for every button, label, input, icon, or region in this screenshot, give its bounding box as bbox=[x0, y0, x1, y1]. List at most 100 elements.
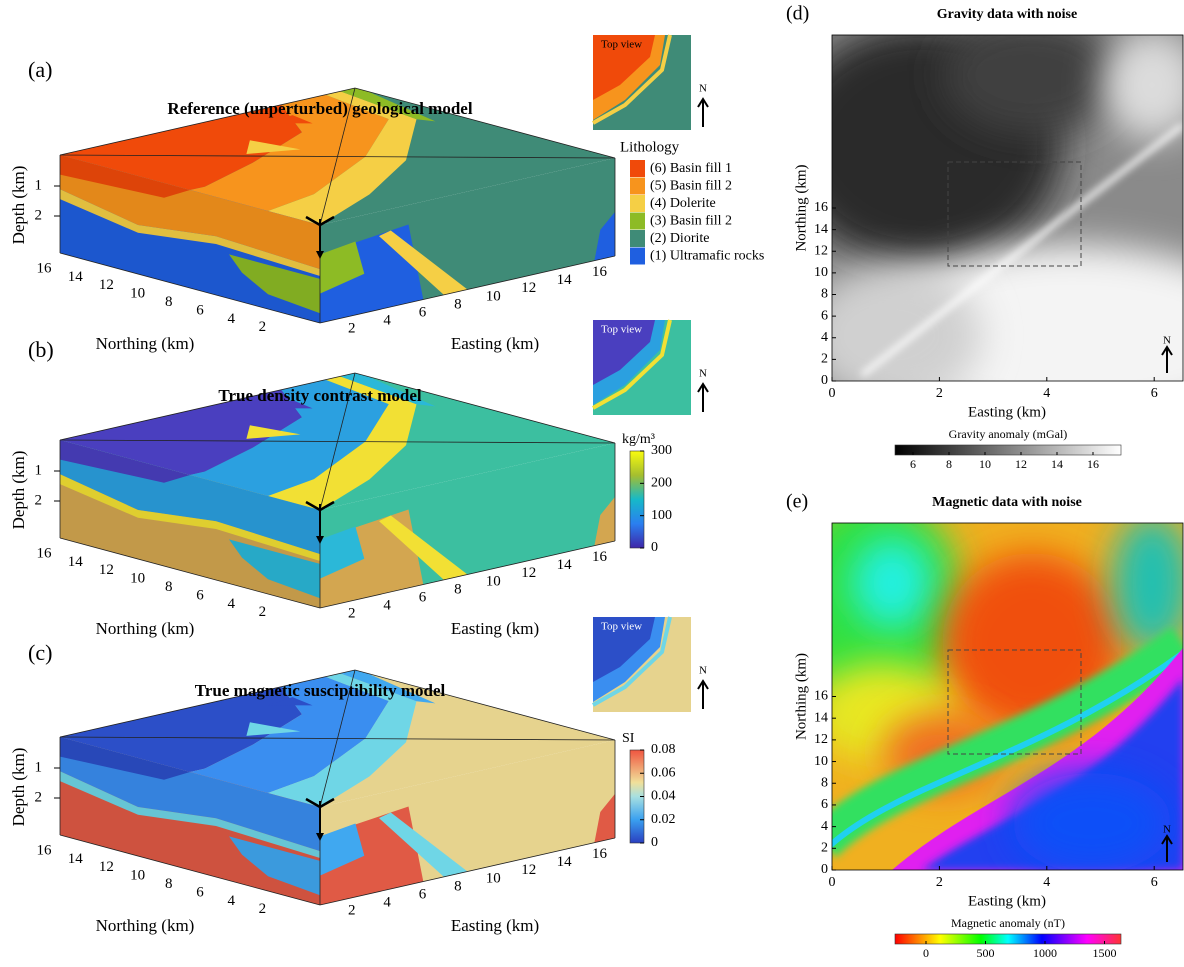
northing-tick-label: 10 bbox=[130, 286, 145, 302]
panel-title: True density contrast model bbox=[218, 386, 421, 405]
easting-label: Easting (km) bbox=[451, 916, 539, 935]
easting-tick-label: 16 bbox=[592, 264, 608, 280]
x-label: Easting (km) bbox=[968, 404, 1046, 420]
northing-label: Northing (km) bbox=[96, 334, 195, 353]
block-panel: (c)True magnetic susciptibility model12D… bbox=[9, 617, 708, 935]
x-tick-label: 6 bbox=[1151, 386, 1158, 401]
y-label: Northing (km) bbox=[793, 653, 809, 740]
easting-tick-label: 4 bbox=[383, 312, 391, 328]
y-tick-label: 12 bbox=[814, 243, 828, 258]
northing-tick-label: 8 bbox=[165, 294, 173, 310]
northing-tick-label: 12 bbox=[99, 562, 114, 578]
y-tick-label: 6 bbox=[821, 797, 828, 812]
y-tick-label: 16 bbox=[814, 200, 828, 215]
x-tick-label: 2 bbox=[936, 875, 943, 890]
northing-label: Northing (km) bbox=[96, 619, 195, 638]
colorbar-tick-label: 300 bbox=[651, 443, 672, 458]
colorbar-tick-label: 16 bbox=[1087, 457, 1099, 471]
colorbar-tick-label: 1000 bbox=[1033, 946, 1057, 960]
y-tick-label: 8 bbox=[821, 775, 828, 790]
northing-tick-label: 6 bbox=[196, 587, 204, 603]
y-tick-label: 4 bbox=[821, 819, 828, 834]
easting-tick-label: 14 bbox=[557, 854, 573, 870]
legend-label: (3) Basin fill 2 bbox=[650, 214, 732, 229]
northing-tick-label: 8 bbox=[165, 876, 173, 892]
northing-tick-label: 8 bbox=[165, 579, 173, 595]
northing-tick-label: 2 bbox=[259, 319, 267, 335]
colorbar-tick-label: 100 bbox=[651, 508, 672, 523]
figure: (a) Reference (unperturbed) geological mo… bbox=[0, 0, 1184, 967]
legend-swatch bbox=[630, 230, 645, 247]
northing-tick-label: 6 bbox=[196, 884, 204, 900]
legend-swatch bbox=[630, 178, 645, 195]
north-label: N bbox=[699, 665, 707, 677]
colorbar-tick-label: 0 bbox=[923, 946, 929, 960]
depth-tick-label: 2 bbox=[35, 492, 43, 508]
inset-label: Top view bbox=[601, 324, 642, 336]
northing-tick-label: 2 bbox=[259, 604, 267, 620]
colorbar-tick-label: 6 bbox=[910, 457, 916, 471]
legend-label: (2) Diorite bbox=[650, 231, 709, 246]
easting-tick-label: 4 bbox=[383, 894, 391, 910]
depth-tick-label: 2 bbox=[35, 207, 43, 223]
panel-label: (d) bbox=[786, 3, 809, 25]
x-tick-label: 0 bbox=[829, 386, 836, 401]
northing-label: Northing (km) bbox=[96, 916, 195, 935]
depth-label: Depth (km) bbox=[9, 451, 28, 530]
panel-label: (a) bbox=[28, 57, 52, 82]
y-tick-label: 14 bbox=[814, 222, 828, 237]
easting-tick-label: 8 bbox=[454, 878, 462, 894]
northing-tick-label: 14 bbox=[68, 554, 84, 570]
legend-swatch bbox=[630, 195, 645, 212]
northing-tick-label: 16 bbox=[37, 842, 53, 858]
map-blob bbox=[852, 538, 932, 628]
depth-tick-label: 2 bbox=[35, 789, 43, 805]
x-tick-label: 4 bbox=[1043, 875, 1050, 890]
x-tick-label: 6 bbox=[1151, 875, 1158, 890]
x-tick-label: 2 bbox=[936, 386, 943, 401]
north-label: N bbox=[1163, 824, 1171, 836]
easting-tick-label: 6 bbox=[419, 304, 427, 320]
block-panel: (b)True density contrast model12Depth (k… bbox=[9, 320, 708, 638]
page: {"panels": [ {"label": "(a)", "title": "… bbox=[0, 0, 1184, 967]
easting-tick-label: 4 bbox=[383, 597, 391, 613]
y-tick-label: 14 bbox=[814, 710, 828, 725]
northing-tick-label: 16 bbox=[37, 260, 53, 276]
colorbar bbox=[895, 445, 1121, 455]
northing-tick-label: 4 bbox=[227, 893, 235, 909]
map-image bbox=[782, 493, 1184, 873]
legend-swatch bbox=[630, 248, 645, 265]
legend-label: (1) Ultramafic rocks bbox=[650, 249, 764, 264]
panel-title: Reference (unperturbed) geological model bbox=[167, 99, 472, 118]
depth-label: Depth (km) bbox=[9, 748, 28, 827]
northing-tick-label: 2 bbox=[259, 901, 267, 917]
easting-label: Easting (km) bbox=[451, 619, 539, 638]
easting-tick-label: 8 bbox=[454, 296, 462, 312]
y-tick-label: 10 bbox=[814, 265, 828, 280]
x-tick-label: 4 bbox=[1043, 386, 1050, 401]
colorbar-tick-label: 1500 bbox=[1093, 946, 1117, 960]
map-title: Magnetic data with noise bbox=[932, 495, 1082, 510]
easting-tick-label: 10 bbox=[486, 288, 501, 304]
easting-tick-label: 6 bbox=[419, 589, 427, 605]
easting-tick-label: 12 bbox=[521, 565, 536, 581]
northing-tick-label: 4 bbox=[227, 596, 235, 612]
legend-title: Lithology bbox=[620, 139, 680, 155]
map-image bbox=[782, 15, 1184, 425]
northing-tick-label: 12 bbox=[99, 277, 114, 293]
colorbar-tick-label: 14 bbox=[1051, 457, 1063, 471]
y-tick-label: 4 bbox=[821, 330, 828, 345]
colorbar-tick-label: 500 bbox=[977, 946, 995, 960]
colorbar bbox=[630, 451, 644, 548]
easting-tick-label: 10 bbox=[486, 573, 501, 589]
northing-tick-label: 6 bbox=[196, 302, 204, 318]
map-high bbox=[802, 265, 982, 405]
y-tick-label: 10 bbox=[814, 754, 828, 769]
easting-tick-label: 16 bbox=[592, 549, 608, 565]
northing-tick-label: 4 bbox=[227, 311, 235, 327]
x-label: Easting (km) bbox=[968, 893, 1046, 909]
colorbar bbox=[895, 934, 1121, 944]
inset-label: Top view bbox=[601, 39, 642, 51]
legend-label: (5) Basin fill 2 bbox=[650, 179, 732, 194]
